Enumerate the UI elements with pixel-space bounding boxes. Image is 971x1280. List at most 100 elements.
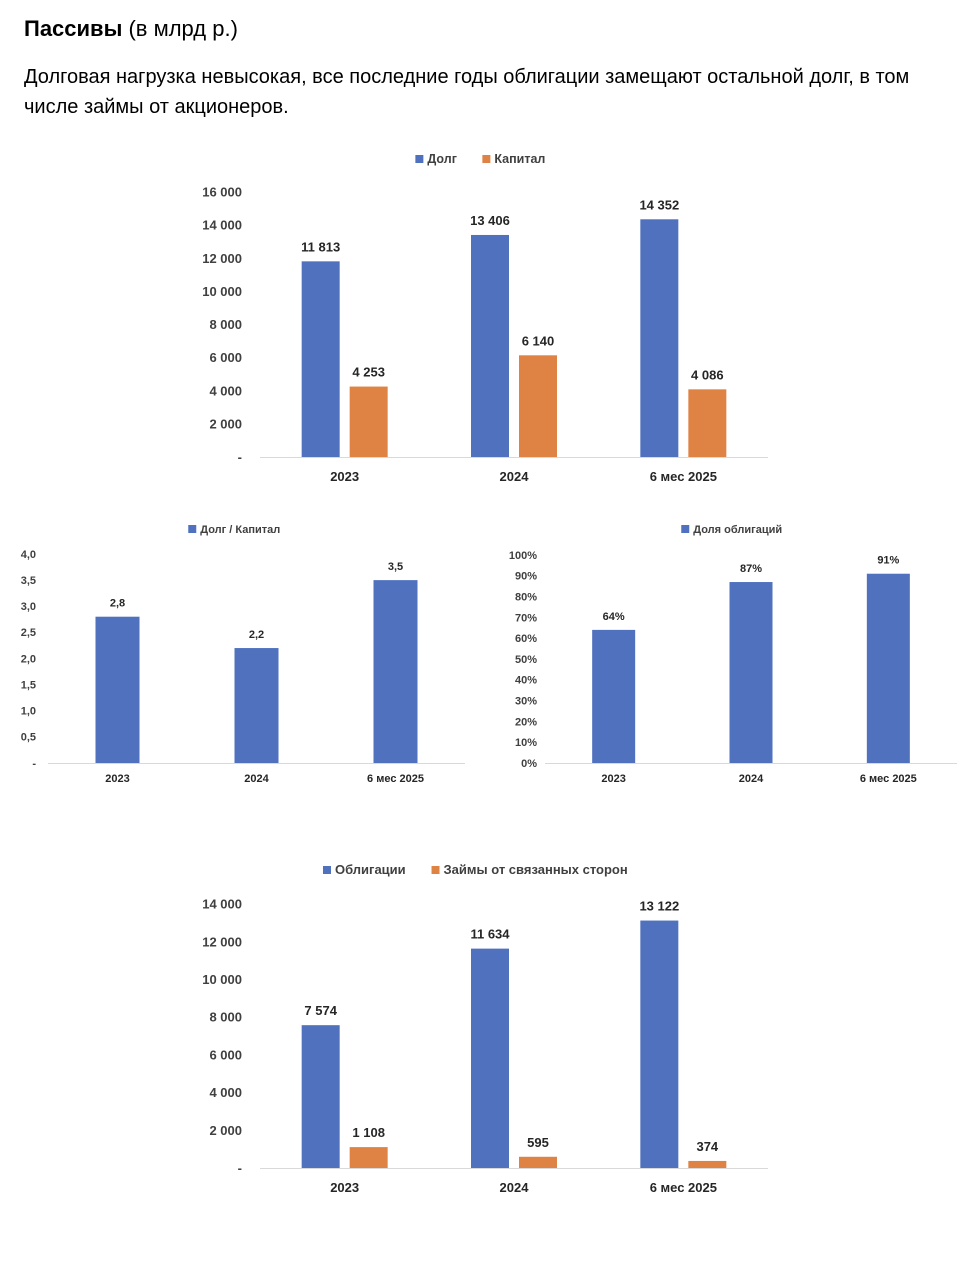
y-tick-label: 0,5: [21, 732, 36, 744]
legend-label: Долг: [427, 152, 457, 166]
data-label: 2,8: [110, 598, 125, 610]
page-title-unit: (в млрд р.): [122, 16, 238, 41]
data-label: 11 813: [301, 239, 340, 254]
legend-swatch: [322, 866, 331, 874]
data-label: 13 122: [639, 899, 679, 914]
y-tick-label: 2 000: [209, 416, 242, 431]
y-tick-label: 2,5: [21, 627, 36, 639]
bar: [349, 1147, 388, 1168]
x-tick-label: 2024: [244, 773, 269, 785]
data-label: 64%: [603, 611, 625, 623]
y-tick-label: 4,0: [21, 549, 36, 561]
legend-swatch: [188, 525, 197, 533]
bar: [866, 573, 910, 763]
bar: [640, 219, 679, 457]
bar: [301, 1025, 340, 1168]
y-tick-label: 3,0: [21, 601, 36, 613]
y-tick-label: 40%: [515, 675, 537, 687]
bar: [95, 616, 140, 763]
data-label: 3,5: [388, 561, 403, 573]
y-tick-label: 8 000: [209, 317, 242, 332]
chart-debt-to-capital: Долг / Капитал - 0,5 1,0 1,5 2,0 2,5 3,0 3,5 4,0 2…: [21, 524, 465, 785]
legend-swatch: [482, 155, 491, 163]
y-tick-label: 90%: [515, 571, 537, 583]
chart-bond-share: Доля облигаций 0% 10% 20% 30% 40% 50% 60% 70% 80%…: [509, 524, 957, 785]
x-tick-label: 2024: [500, 469, 530, 484]
bar: [349, 386, 388, 457]
x-tick-label: 2024: [739, 773, 764, 785]
y-tick-label: 4 000: [209, 1085, 242, 1100]
bar: [592, 629, 636, 763]
data-label: 7 574: [304, 1003, 337, 1018]
legend-label: Облигации: [335, 862, 406, 877]
data-label: 595: [527, 1135, 549, 1150]
data-label: 6 140: [522, 333, 555, 348]
page-title: Пассивы (в млрд р.): [24, 16, 238, 42]
legend-swatch: [415, 155, 424, 163]
y-tick-label: -: [238, 1161, 242, 1176]
legend-swatch: [431, 866, 440, 874]
lead-paragraph: Долговая нагрузка невысокая, все последн…: [24, 66, 910, 118]
data-label: 4 086: [691, 367, 724, 382]
y-tick-label: 10 000: [202, 284, 242, 299]
y-tick-label: 6 000: [209, 1047, 242, 1062]
y-tick-label: 50%: [515, 654, 537, 666]
y-tick-label: 1,5: [21, 679, 36, 691]
bar: [301, 261, 340, 457]
y-tick-label: 1,0: [21, 706, 36, 718]
y-tick-label: -: [238, 450, 242, 465]
legend-label: Капитал: [494, 152, 545, 166]
y-tick-label: 10 000: [202, 972, 242, 987]
x-tick-label: 2023: [330, 1180, 359, 1195]
y-tick-label: 10%: [515, 737, 537, 749]
legend-label: Займы от связанных сторон: [444, 862, 628, 877]
y-tick-label: 12 000: [202, 934, 242, 949]
data-label: 1 108: [352, 1125, 385, 1140]
y-tick-label: 8 000: [209, 1010, 242, 1025]
data-label: 13 406: [470, 213, 510, 228]
y-tick-label: 14 000: [202, 897, 242, 912]
chart-bonds-loans: Облигации Займы от связанных сторон - 2 000…: [202, 862, 768, 1195]
bar: [729, 582, 773, 763]
bar: [519, 1156, 557, 1168]
data-label: 374: [696, 1139, 718, 1154]
y-tick-label: 2 000: [209, 1123, 242, 1138]
x-tick-label: 2024: [500, 1180, 530, 1195]
y-tick-label: 4 000: [209, 383, 242, 398]
y-tick-label: 80%: [515, 591, 537, 603]
bar: [688, 1160, 727, 1168]
bar: [471, 234, 509, 457]
legend-label: Долг / Капитал: [200, 524, 280, 536]
y-tick-label: 12 000: [202, 251, 242, 266]
y-tick-label: 60%: [515, 633, 537, 645]
y-tick-label: 2,0: [21, 653, 36, 665]
data-label: 91%: [877, 555, 899, 567]
legend-swatch: [681, 525, 690, 533]
x-tick-label: 6 мес 2025: [860, 773, 917, 785]
x-tick-label: 2023: [105, 773, 129, 785]
y-tick-label: 3,5: [21, 575, 36, 587]
y-tick-label: 6 000: [209, 350, 242, 365]
x-tick-label: 2023: [601, 773, 625, 785]
y-tick-label: 14 000: [202, 218, 242, 233]
y-tick-label: 20%: [515, 716, 537, 728]
bar: [519, 355, 557, 457]
x-tick-label: 2023: [330, 469, 359, 484]
data-label: 87%: [740, 563, 762, 575]
x-tick-label: 6 мес 2025: [367, 773, 424, 785]
bar: [373, 580, 418, 763]
bar: [234, 648, 279, 763]
data-label: 2,2: [249, 629, 264, 641]
data-label: 11 634: [470, 927, 510, 942]
x-tick-label: 6 мес 2025: [650, 1180, 717, 1195]
y-tick-label: 70%: [515, 612, 537, 624]
y-tick-label: 16 000: [202, 185, 242, 200]
data-label: 4 253: [352, 365, 385, 380]
data-label: 14 352: [639, 197, 679, 212]
bar: [471, 948, 509, 1168]
legend-label: Доля облигаций: [693, 524, 782, 536]
y-tick-label: 30%: [515, 695, 537, 707]
chart-debt-capital: Долг Капитал - 2 000 4 000 6 000 8 000 10 000 12…: [202, 152, 768, 484]
x-tick-label: 6 мес 2025: [650, 469, 717, 484]
y-tick-label: 0%: [521, 758, 537, 770]
